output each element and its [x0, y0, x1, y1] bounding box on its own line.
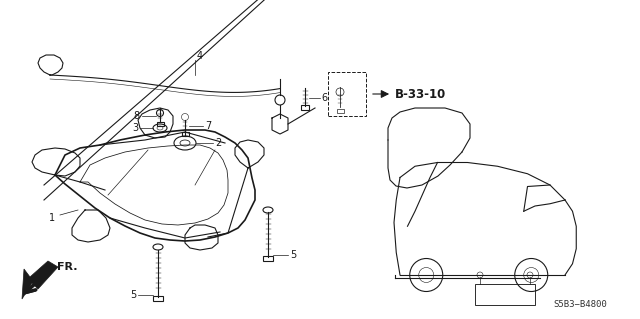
Text: 5: 5 — [130, 290, 136, 300]
Bar — [157, 122, 163, 126]
Polygon shape — [22, 261, 58, 299]
Bar — [328, 72, 366, 116]
Text: 1: 1 — [49, 213, 55, 223]
Text: 8: 8 — [134, 111, 140, 121]
Bar — [301, 105, 309, 110]
Bar — [337, 109, 344, 113]
Bar — [263, 256, 273, 261]
Text: 3: 3 — [132, 123, 138, 133]
Text: 2: 2 — [215, 138, 221, 148]
Text: FR.: FR. — [57, 262, 77, 272]
Text: 4: 4 — [197, 51, 203, 61]
Text: 5: 5 — [290, 250, 296, 260]
Text: S5B3−B4800: S5B3−B4800 — [553, 300, 607, 309]
Text: B-33-10: B-33-10 — [395, 87, 446, 100]
Text: 7: 7 — [205, 121, 211, 131]
FancyArrowPatch shape — [24, 271, 50, 293]
Text: 6: 6 — [321, 93, 327, 103]
Bar — [153, 296, 163, 301]
Bar — [475, 284, 535, 305]
Bar — [182, 132, 189, 136]
